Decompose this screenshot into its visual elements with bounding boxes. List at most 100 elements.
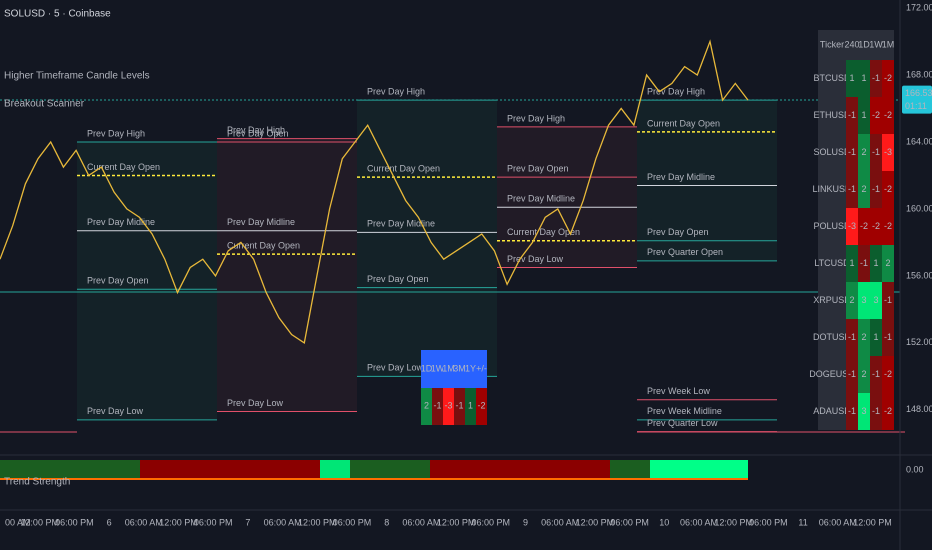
- scanner-header: 1D: [858, 39, 870, 49]
- level-label: Prev Day Midline: [647, 172, 715, 182]
- scanner-cell: [858, 245, 870, 282]
- scanner-ticker: DOGEUSD: [809, 369, 855, 379]
- scanner-value: 2: [861, 147, 866, 157]
- scanner-value: 2: [861, 332, 866, 342]
- scanner-value: 3: [861, 406, 866, 416]
- scanner-ticker: DOTUSD: [813, 332, 852, 342]
- level-label: Prev Day Open: [227, 128, 289, 138]
- scanner-value: -1: [848, 110, 856, 120]
- summary-header: 1Y: [465, 363, 476, 373]
- summary-value: -1: [455, 400, 463, 410]
- level-label: Current Day Open: [227, 241, 300, 251]
- scanner-ticker: BTCUSD: [813, 73, 851, 83]
- scanner-cell: [882, 208, 894, 245]
- y-tick-label: 152.00: [906, 337, 932, 347]
- level-label: Prev Quarter Open: [647, 247, 723, 257]
- scanner-value: -2: [884, 406, 892, 416]
- scanner-value: -1: [848, 332, 856, 342]
- summary-header: 1D: [421, 363, 433, 373]
- summary-cell: [432, 388, 443, 425]
- scanner-ticker: LTCUSD: [814, 258, 850, 268]
- scanner-value: -2: [872, 110, 880, 120]
- summary-cell: [476, 388, 487, 425]
- x-tick-label: 11: [798, 517, 807, 527]
- scanner-value: -1: [872, 369, 880, 379]
- scanner-cell: [858, 319, 870, 356]
- scanner-cell: [870, 245, 882, 282]
- summary-header: 1W: [431, 363, 445, 373]
- day-range-shade: [637, 100, 777, 261]
- scanner-value: -1: [872, 406, 880, 416]
- scanner-header: Ticker: [820, 39, 844, 49]
- summary-cell: [421, 388, 432, 425]
- scanner-cell: [870, 282, 882, 319]
- scanner-cell: [846, 282, 858, 319]
- summary-header-cell: [443, 350, 454, 388]
- scanner-cell: [882, 171, 894, 208]
- scanner-value: -1: [848, 147, 856, 157]
- level-label: Prev Day Open: [367, 274, 429, 284]
- x-tick-label: 7: [245, 517, 250, 527]
- scanner-cell: [858, 97, 870, 134]
- level-label: Prev Day Open: [507, 163, 569, 173]
- scanner-cell: [846, 208, 858, 245]
- x-tick-label: 8: [384, 517, 389, 527]
- scanner-cell: [870, 171, 882, 208]
- summary-header-cell: [476, 350, 487, 388]
- scanner-cell: [858, 134, 870, 171]
- symbol-title: SOLUSD · 5 · Coinbase: [4, 9, 111, 20]
- scanner-cell: [858, 282, 870, 319]
- scanner-cell: [870, 356, 882, 393]
- trend-strength-bar: [0, 460, 748, 480]
- level-label: Prev Quarter Low: [647, 418, 718, 428]
- x-tick-label: 06:00 AM: [541, 517, 579, 527]
- level-label: Prev Day Low: [87, 406, 144, 416]
- x-tick-label: 06:00 AM: [264, 517, 302, 527]
- x-tick-label: 12:00 PM: [853, 517, 892, 527]
- day-range-shade: [77, 141, 217, 420]
- y-tick-label: 164.00: [906, 136, 932, 146]
- x-tick-label: 12:00 PM: [437, 517, 476, 527]
- scanner-value: -1: [848, 369, 856, 379]
- scanner-value: -1: [884, 295, 892, 305]
- scanner-cell: [882, 134, 894, 171]
- scanner-cell: [870, 97, 882, 134]
- x-tick-label: 06:00 PM: [194, 517, 233, 527]
- scanner-value: -2: [884, 221, 892, 231]
- level-label: Prev Day Open: [87, 276, 149, 286]
- scanner-ticker: SOLUSD: [813, 147, 851, 157]
- scanner-cell: [858, 171, 870, 208]
- scanner-cell: [882, 319, 894, 356]
- scanner-value: -1: [872, 147, 880, 157]
- scanner-value: 1: [873, 332, 878, 342]
- level-label: Prev Day Midline: [227, 217, 295, 227]
- scanner-value: -2: [884, 110, 892, 120]
- summary-header-cell: [421, 350, 432, 388]
- scanner-header: 1W: [869, 39, 883, 49]
- level-label: Prev Day High: [647, 86, 705, 96]
- price-tag-countdown: 01:11: [905, 101, 927, 111]
- level-label: Prev Day Midline: [367, 219, 435, 229]
- level-label: Prev Day High: [367, 86, 425, 96]
- x-tick-label: 06:00 AM: [680, 517, 718, 527]
- level-label: Current Day Open: [367, 163, 440, 173]
- scanner-value: 1: [861, 110, 866, 120]
- summary-value: -3: [444, 400, 452, 410]
- scanner-cell: [846, 171, 858, 208]
- scanner-header: 240: [844, 39, 859, 49]
- x-tick-label: 06:00 PM: [610, 517, 649, 527]
- summary-cell: [454, 388, 465, 425]
- scanner-cell: [858, 393, 870, 430]
- summary-header: 3M: [453, 363, 466, 373]
- scanner-cell: [858, 356, 870, 393]
- scanner-value: -1: [872, 73, 880, 83]
- x-tick-label: 12:00 PM: [714, 517, 753, 527]
- summary-cell: [443, 388, 454, 425]
- y-tick-label: 160.00: [906, 203, 932, 213]
- summary-header-cell: [432, 350, 443, 388]
- summary-value: 2: [424, 400, 429, 410]
- scanner-header: 1M: [882, 39, 895, 49]
- indicator-name: Trend Strength: [4, 477, 70, 488]
- scanner-value: -2: [884, 369, 892, 379]
